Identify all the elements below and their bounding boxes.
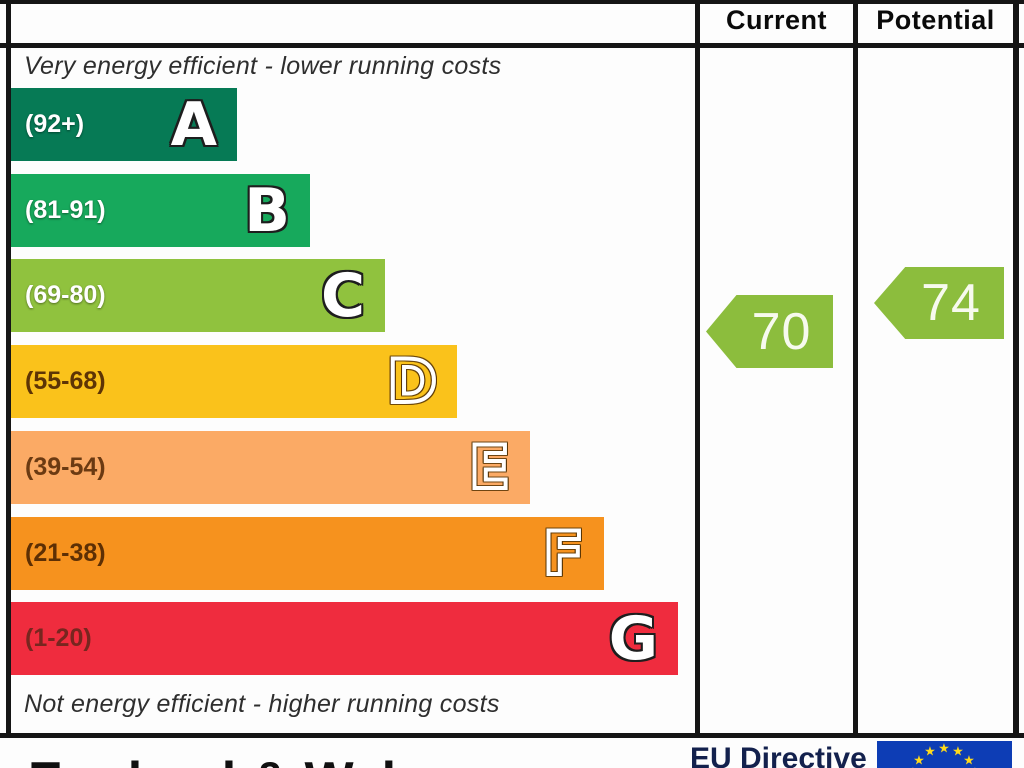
current-rating-arrow: 70 bbox=[706, 295, 833, 368]
band-letter: B bbox=[244, 175, 290, 246]
eu-flag-star-icon: ★ bbox=[969, 766, 981, 768]
potential-rating-arrow: 74 bbox=[874, 267, 1004, 339]
potential-rating-value: 74 bbox=[921, 274, 981, 332]
band-row-A: (92+) A bbox=[11, 88, 237, 161]
band-row-G: (1-20) G bbox=[11, 602, 678, 675]
region-label: England & Wales bbox=[28, 751, 455, 768]
band-row-C: (69-80) C bbox=[11, 259, 385, 332]
band-letter: F bbox=[541, 518, 586, 589]
band-row-F: (21-38) F bbox=[11, 517, 604, 590]
eu-flag-icon: ★★★★★★★ bbox=[877, 741, 1012, 768]
band-letter: G bbox=[608, 603, 658, 674]
band-letter: D bbox=[385, 346, 439, 417]
band-range-label: (69-80) bbox=[25, 281, 106, 309]
table-border-top bbox=[0, 0, 1024, 4]
bottom-caption: Not energy efficient - higher running co… bbox=[24, 690, 500, 718]
band-letter: C bbox=[320, 260, 365, 331]
eu-flag-star-icon: ★ bbox=[938, 740, 950, 756]
band-row-D: (55-68) D bbox=[11, 345, 457, 418]
current-rating-value: 70 bbox=[751, 302, 812, 361]
band-range-label: (1-20) bbox=[25, 624, 92, 652]
column-divider-current bbox=[695, 0, 700, 738]
eu-flag-star-icon: ★ bbox=[913, 752, 925, 768]
eu-directive-label: EU Directive bbox=[690, 742, 867, 768]
current-column-header: Current bbox=[725, 5, 827, 35]
band-range-label: (92+) bbox=[25, 110, 85, 138]
table-border-left bbox=[6, 0, 11, 738]
band-range-label: (21-38) bbox=[25, 539, 106, 567]
table-border-right bbox=[1013, 0, 1019, 738]
band-row-B: (81-91) B bbox=[11, 174, 310, 247]
band-range-label: (81-91) bbox=[25, 196, 106, 224]
column-divider-potential bbox=[853, 0, 858, 738]
band-row-E: (39-54) E bbox=[11, 431, 530, 504]
eu-flag-star-icon: ★ bbox=[924, 743, 936, 759]
eu-flag-star-icon: ★ bbox=[907, 766, 919, 768]
eu-flag-star-icon: ★ bbox=[952, 743, 964, 759]
band-range-label: (55-68) bbox=[25, 367, 106, 395]
band-letter: A bbox=[170, 89, 217, 160]
eu-flag-star-icon: ★ bbox=[963, 752, 975, 768]
top-caption: Very energy efficient - lower running co… bbox=[24, 52, 502, 80]
band-letter: E bbox=[467, 432, 512, 503]
band-range-label: (39-54) bbox=[25, 453, 106, 481]
header-divider-line bbox=[0, 43, 1024, 48]
potential-column-header: Potential bbox=[876, 5, 995, 35]
table-border-bottom bbox=[0, 733, 1024, 738]
